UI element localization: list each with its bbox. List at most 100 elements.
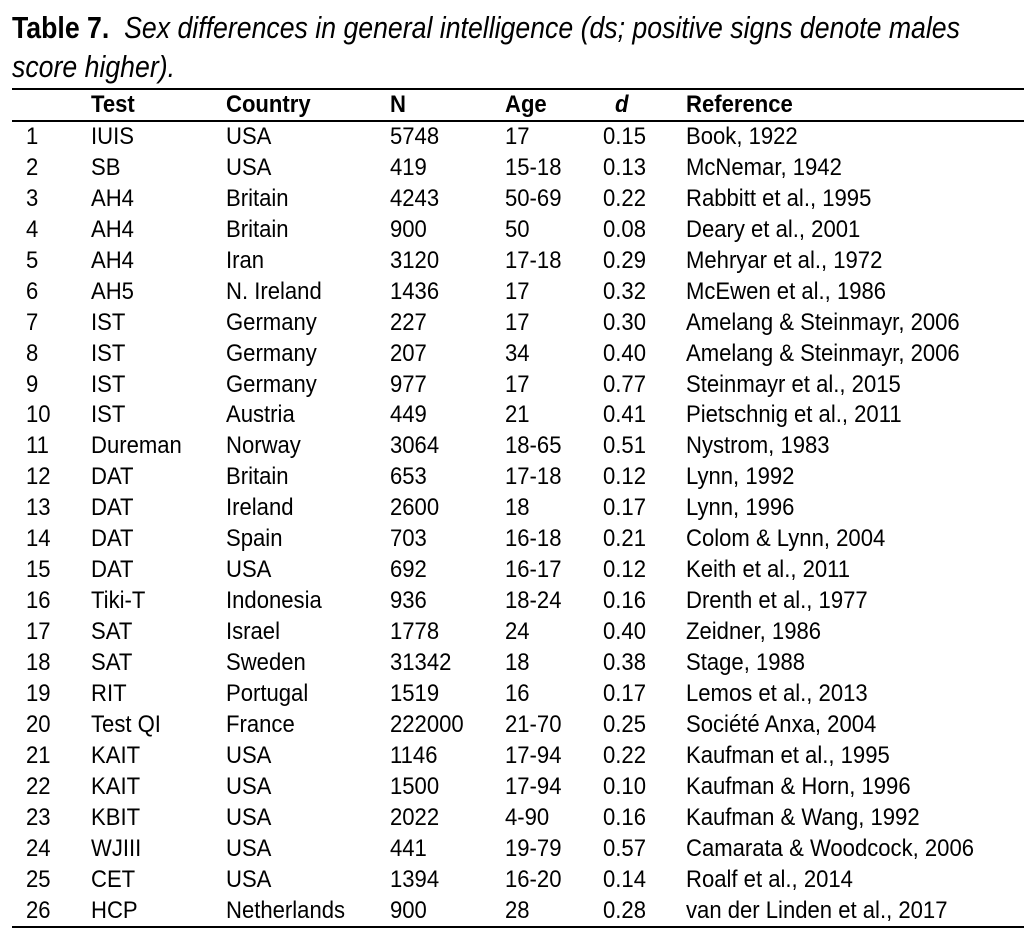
table-row: 9 IST Germany 977 17 0.77 Steinmayr et al., 20… [0,369,1024,400]
cell-test: KAIT [91,741,141,769]
cell-reference: Kaufman et al., 1995 [686,741,890,769]
table-row: 12 DAT Britain 653 17-18 0.12 Lynn, 1992 [0,461,1024,492]
cell-d: 0.16 [603,587,646,615]
cell-d: 0.38 [603,648,646,676]
table-caption: Table 7. Sex differences in general inte… [12,8,960,86]
cell-reference: Drenth et al., 1977 [686,587,868,615]
cell-n: 1500 [390,772,440,800]
cell-country: Netherlands [226,896,346,924]
cell-test: IST [91,339,126,367]
cell-n: 441 [390,834,427,862]
table-bottom-rule [12,926,1024,928]
table-row: 16 Tiki-T Indonesia 936 18-24 0.16 Drenth et a… [0,585,1024,616]
table-row: 17 SAT Israel 1778 24 0.40 Zeidner, 1986 [0,616,1024,647]
cell-n: 1394 [390,865,440,893]
cell-d: 0.15 [603,123,646,150]
cell-d: 0.25 [603,710,646,738]
cell-n: 977 [390,370,427,398]
cell-test: DAT [91,525,134,553]
cell-test: DAT [91,494,134,522]
cell-d: 0.57 [603,834,646,862]
cell-d: 0.30 [603,308,646,336]
table-row: 21 KAIT USA 1146 17-94 0.22 Kaufman et al., 19… [0,740,1024,771]
cell-index: 1 [26,123,39,150]
cell-n: 1146 [390,741,438,769]
cell-reference: Mehryar et al., 1972 [686,246,883,274]
cell-age: 15-18 [505,153,562,181]
cell-d: 0.12 [603,463,646,491]
cell-reference: Amelang & Steinmayr, 2006 [686,339,960,367]
cell-age: 4-90 [505,803,550,831]
table-row: 6 AH5 N. Ireland 1436 17 0.32 McEwen et al., 1… [0,276,1024,307]
cell-age: 17 [505,277,530,305]
cell-test: KBIT [91,803,141,831]
cell-country: Austria [226,401,295,429]
cell-index: 22 [26,772,51,800]
cell-d: 0.41 [603,401,646,429]
cell-index: 24 [26,834,51,862]
cell-index: 21 [26,741,51,769]
cell-index: 17 [26,618,51,646]
cell-index: 23 [26,803,51,831]
cell-index: 9 [26,370,39,398]
cell-index: 20 [26,710,51,738]
cell-d: 0.22 [603,184,646,212]
cell-n: 1519 [390,679,440,707]
cell-reference: Camarata & Woodcock, 2006 [686,834,975,862]
cell-reference: Amelang & Steinmayr, 2006 [686,308,960,336]
cell-index: 11 [26,432,49,460]
cell-country: Israel [226,618,280,646]
cell-d: 0.13 [603,153,646,181]
cell-d: 0.17 [603,679,646,707]
cell-index: 16 [26,587,51,615]
cell-test: AH4 [91,184,134,212]
cell-age: 21 [505,401,530,429]
cell-country: Iran [226,246,265,274]
cell-reference: Rabbitt et al., 1995 [686,184,872,212]
header-n: N [390,91,406,118]
cell-index: 4 [26,215,39,243]
cell-n: 3120 [390,246,440,274]
header-d: d [615,91,629,118]
cell-n: 936 [390,587,427,615]
cell-country: Britain [226,184,289,212]
cell-reference: Keith et al., 2011 [686,556,851,584]
cell-age: 18-65 [505,432,562,460]
cell-age: 21-70 [505,710,562,738]
cell-n: 227 [390,308,427,336]
cell-reference: Book, 1922 [686,123,798,150]
cell-age: 17-18 [505,463,562,491]
table-row: 10 IST Austria 449 21 0.41 Pietschnig et al., … [0,399,1024,430]
table-row: 11 Dureman Norway 3064 18-65 0.51 Nystrom, 198… [0,430,1024,461]
cell-age: 34 [505,339,530,367]
cell-test: Tiki-T [91,587,146,615]
cell-country: USA [226,123,272,150]
cell-test: WJIII [91,834,142,862]
cell-index: 2 [26,153,39,181]
cell-reference: Nystrom, 1983 [686,432,830,460]
table-row: 22 KAIT USA 1500 17-94 0.10 Kaufman & Horn, 19… [0,771,1024,802]
cell-country: Ireland [226,494,294,522]
cell-n: 703 [390,525,427,553]
caption-line-1: Table 7. Sex differences in general inte… [12,8,960,47]
table-row: 7 IST Germany 227 17 0.30 Amelang & Steinmayr,… [0,307,1024,338]
cell-country: N. Ireland [226,277,322,305]
cell-d: 0.12 [603,556,646,584]
cell-test: DAT [91,463,134,491]
cell-n: 4243 [390,184,440,212]
cell-n: 31342 [390,648,452,676]
cell-index: 12 [26,463,51,491]
cell-age: 18 [505,494,530,522]
cell-country: USA [226,803,272,831]
cell-test: IST [91,401,126,429]
cell-d: 0.32 [603,277,646,305]
cell-test: IST [91,370,126,398]
cell-test: AH4 [91,215,134,243]
cell-n: 222000 [390,710,464,738]
table-row: 1 IUIS USA 5748 17 0.15 Book, 1922 [0,121,1024,152]
cell-test: Dureman [91,432,182,460]
cell-reference: Kaufman & Horn, 1996 [686,772,911,800]
cell-d: 0.21 [603,525,646,553]
cell-country: Germany [226,339,317,367]
cell-index: 3 [26,184,39,212]
